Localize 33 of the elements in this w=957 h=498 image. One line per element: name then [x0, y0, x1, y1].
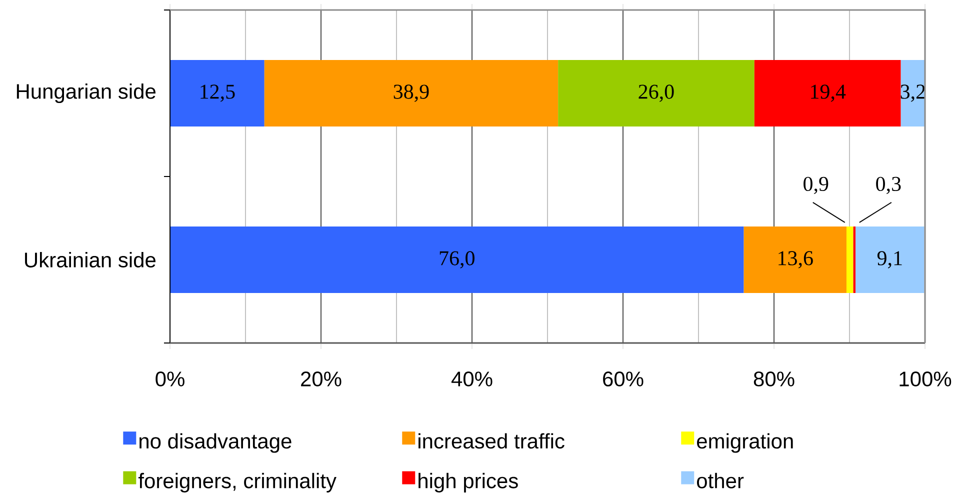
bar [846, 226, 854, 294]
legend-label: high prices [418, 472, 518, 492]
data-label: 76,0 [440, 251, 474, 268]
bar [900, 60, 926, 127]
data-label: 9,1 [877, 251, 902, 268]
x-tick-label: 60% [603, 372, 644, 386]
legend-label: no disadvantage [140, 433, 292, 453]
y-tick-label: Ukrainian side [25, 252, 156, 268]
bar [744, 226, 846, 294]
bar [170, 226, 744, 294]
y-tick-label: Hungarian side [16, 83, 156, 104]
bar [754, 60, 901, 127]
data-label: 26,0 [638, 84, 674, 102]
legend-label: other [697, 472, 744, 488]
data-label: 19,4 [811, 84, 846, 102]
legend-label: emigration [697, 433, 793, 453]
x-tick-label: 20% [301, 372, 342, 386]
data-label: 12,5 [200, 84, 235, 102]
data-label: 0,9 [804, 176, 828, 194]
x-tick-label: 0% [156, 372, 184, 386]
data-label: 13,6 [778, 251, 813, 268]
x-tick-label: 80% [754, 372, 794, 386]
data-label: 38,9 [394, 84, 429, 102]
data-label: 3,2 [900, 84, 925, 102]
bar [170, 60, 264, 127]
bar [558, 60, 754, 127]
x-tick-label: 100% [900, 372, 952, 386]
legend-label: foreigners, criminality [138, 472, 336, 492]
x-tick-label: 40% [451, 372, 492, 386]
bar [264, 60, 558, 127]
data-label: 0,3 [876, 176, 901, 194]
bar [856, 226, 924, 294]
legend-label: increased traffic [418, 433, 564, 449]
